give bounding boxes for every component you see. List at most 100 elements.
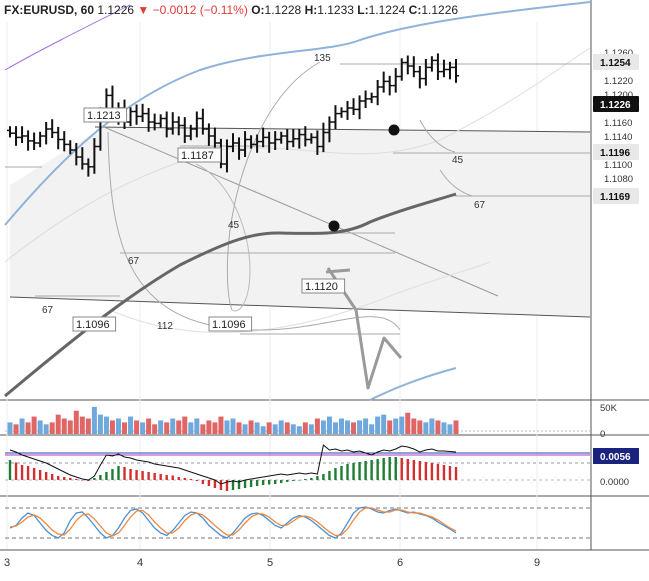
volume-bar — [164, 422, 170, 434]
ohlc-bar — [320, 122, 327, 153]
macd-histogram-bar — [165, 475, 168, 480]
volume-axis-label: 50K — [600, 403, 618, 414]
macd-histogram-bar — [436, 464, 440, 480]
macd-histogram-bar — [382, 458, 385, 480]
macd-histogram-bar — [424, 462, 428, 480]
channel-top-line — [94, 126, 591, 133]
callout-text: 1.1187 — [181, 150, 214, 162]
macd-histogram-bar — [63, 477, 66, 480]
ohlc-bar — [332, 105, 339, 129]
price-badge-text: 1.1226 — [600, 100, 631, 111]
price-tick-label: 1.1200 — [604, 90, 633, 101]
volume-bar — [423, 422, 429, 434]
macd-histogram-bar — [87, 480, 90, 481]
ohlc-bar — [31, 132, 38, 150]
macd-histogram-bar — [201, 480, 205, 484]
down-arrow-icon: ▼ — [137, 3, 150, 17]
volume-bar — [278, 420, 284, 434]
macd-histogram-bar — [286, 480, 289, 482]
volume-bar — [296, 426, 302, 434]
ohlc-bar — [284, 129, 291, 150]
high-label: H: — [304, 3, 318, 17]
macd-histogram-bar — [14, 462, 18, 480]
macd-histogram-bar — [261, 480, 265, 485]
symbol-label[interactable]: FX:EURUSD, 60 — [4, 3, 95, 17]
volume-bar — [399, 416, 405, 434]
macd-histogram-bar — [195, 480, 199, 481]
callout-low-label: 1.1120 — [301, 278, 346, 294]
fib-arc-label: 67 — [474, 200, 486, 211]
ohlc-bar — [440, 59, 447, 78]
macd-histogram-bar — [370, 460, 373, 480]
ohlc-bar — [374, 80, 381, 106]
macd-histogram-bar — [400, 458, 403, 480]
ohlc-bar — [446, 61, 453, 80]
callout-swing-label: 1.1187 — [177, 147, 222, 163]
macd-histogram-bar — [8, 460, 12, 480]
volume-bar — [447, 424, 453, 434]
ohlc-bar — [344, 101, 351, 120]
volume-bar — [363, 418, 369, 434]
callout-text: 1.1213 — [87, 110, 121, 122]
volume-bar — [302, 422, 308, 434]
macd-histogram-bar — [147, 472, 150, 480]
ohlc-bar — [85, 158, 92, 177]
volume-bar — [73, 410, 79, 434]
macd-histogram-bar — [298, 480, 301, 481]
macd-histogram-bar — [81, 480, 84, 481]
callout-low-left-label: 1.1096 — [72, 316, 117, 332]
price-badge-text: 1.1169 — [600, 192, 630, 203]
price-badge: 1.1169 — [593, 188, 639, 204]
ohlc-bar — [386, 75, 393, 96]
ohlc-bar — [37, 131, 44, 148]
stoch-k-line — [9, 506, 457, 539]
macd-histogram-bar — [448, 466, 452, 480]
macd-histogram-bar — [430, 463, 434, 480]
volume-bar — [61, 418, 67, 434]
callout-text: 1.1120 — [305, 281, 338, 293]
macd-histogram-bar — [273, 480, 277, 484]
macd-value-badge: 0.0056 — [593, 448, 639, 464]
volume-bar — [224, 420, 230, 434]
ohlc-bar — [163, 111, 170, 138]
volume-bar — [393, 418, 399, 434]
trend-channel-fill — [10, 127, 590, 317]
fib-arc — [226, 61, 321, 311]
volume-bar — [326, 416, 332, 434]
volume-bar — [200, 424, 206, 434]
ohlc-bar — [380, 71, 387, 93]
pivot-dot — [388, 124, 400, 136]
volume-bar — [272, 424, 278, 434]
macd-histogram-bar — [346, 464, 349, 480]
ohlc-bar — [242, 131, 249, 157]
volume-bar — [37, 420, 43, 434]
macd-histogram-bar — [418, 461, 422, 480]
volume-bar — [260, 426, 266, 434]
volume-bar — [140, 422, 146, 434]
ohlc-bar — [338, 107, 345, 118]
ohlc-bar — [308, 133, 315, 144]
ohlc-bar — [296, 129, 303, 149]
ohlc-bar — [434, 53, 441, 80]
volume-bar — [230, 418, 236, 434]
macd-histogram-bar — [237, 480, 241, 489]
macd-histogram-bar — [93, 478, 96, 480]
macd-histogram-bar — [394, 457, 397, 480]
macd-histogram-bar — [316, 476, 319, 480]
macd-histogram-bar — [177, 477, 180, 480]
ohlc-bar — [404, 55, 411, 75]
macd-histogram-bar — [99, 475, 102, 480]
ohlc-bar — [326, 116, 333, 143]
volume-bar — [146, 418, 152, 434]
macd-histogram-bar — [225, 480, 229, 491]
ohlc-bar — [139, 103, 146, 122]
volume-bar — [429, 418, 435, 434]
ohlc-bar — [314, 130, 321, 155]
ohlc-bar — [223, 139, 230, 173]
macd-histogram-bar — [111, 469, 114, 480]
volume-bar — [91, 406, 97, 434]
price-tick-label: 1.1160 — [604, 118, 632, 129]
macd-histogram-bar — [364, 461, 367, 480]
callout-text: 1.1096 — [212, 319, 246, 331]
